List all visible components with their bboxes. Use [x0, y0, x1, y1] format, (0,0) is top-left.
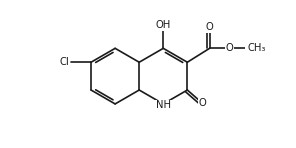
Text: NH: NH: [156, 100, 171, 110]
Text: OH: OH: [156, 20, 171, 30]
Text: O: O: [226, 43, 234, 53]
Text: Cl: Cl: [60, 57, 70, 67]
Text: CH₃: CH₃: [248, 43, 266, 53]
Text: O: O: [206, 22, 213, 32]
Text: O: O: [199, 98, 207, 108]
